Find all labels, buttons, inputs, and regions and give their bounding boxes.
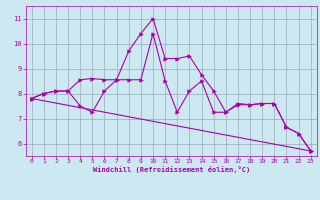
X-axis label: Windchill (Refroidissement éolien,°C): Windchill (Refroidissement éolien,°C)	[92, 166, 250, 173]
